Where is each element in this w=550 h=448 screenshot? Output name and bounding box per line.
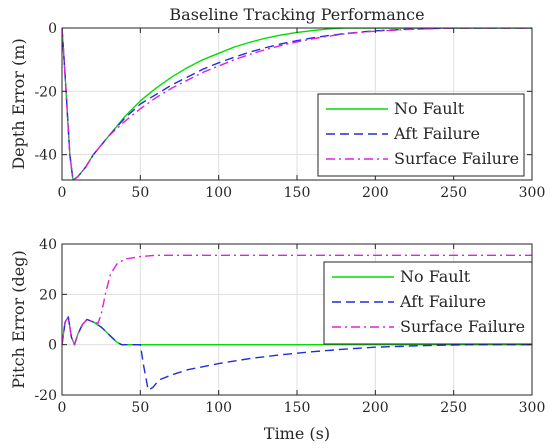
x-tick-label: 150: [284, 400, 311, 416]
x-tick-label: 100: [205, 400, 232, 416]
legend-label: No Fault: [400, 267, 471, 286]
x-tick-label: 300: [519, 400, 546, 416]
x-tick-label: 100: [205, 185, 232, 201]
x-axis-label: Time (s): [264, 424, 330, 443]
y-tick-label: 0: [48, 21, 57, 37]
legend-label: Aft Failure: [399, 292, 486, 311]
y-tick-label: -20: [34, 388, 57, 404]
x-tick-label: 250: [440, 185, 467, 201]
chart-panel-1: 0 50 100 150 200 250 300 -40 -20 0 Baseline Tracki…: [9, 5, 545, 201]
y-axis-label: Pitch Error (deg): [9, 250, 28, 388]
y-tick-label: -20: [34, 84, 57, 100]
y-tick-label: 20: [39, 287, 57, 303]
legend-label: Surface Failure: [394, 149, 519, 168]
x-tick-label: 0: [58, 185, 67, 201]
legend-label: Surface Failure: [400, 317, 525, 336]
x-tick-label: 200: [362, 185, 389, 201]
series-line-surface-failure: [62, 254, 532, 346]
chart-title: Baseline Tracking Performance: [169, 5, 424, 24]
series-line-surface-failure: [62, 28, 532, 180]
legend: No Fault Aft Failure Surface Failure: [317, 93, 525, 177]
x-tick-label: 50: [131, 400, 149, 416]
legend-box: [323, 261, 533, 345]
x-tick-label: 0: [58, 400, 67, 416]
y-axis-label: Depth Error (m): [9, 38, 28, 169]
legend: No Fault Aft Failure Surface Failure: [323, 261, 533, 345]
legend-label: Aft Failure: [393, 124, 480, 143]
x-tick-label: 300: [519, 185, 546, 201]
x-tick-label: 200: [362, 400, 389, 416]
y-tick-label: 0: [48, 338, 57, 354]
x-tick-label: 250: [440, 400, 467, 416]
x-tick-label: 150: [284, 185, 311, 201]
x-tick-label: 50: [131, 185, 149, 201]
y-tick-label: 40: [39, 237, 57, 253]
legend-box: [317, 93, 525, 177]
legend-label: No Fault: [394, 99, 465, 118]
y-tick-label: -40: [34, 148, 57, 164]
